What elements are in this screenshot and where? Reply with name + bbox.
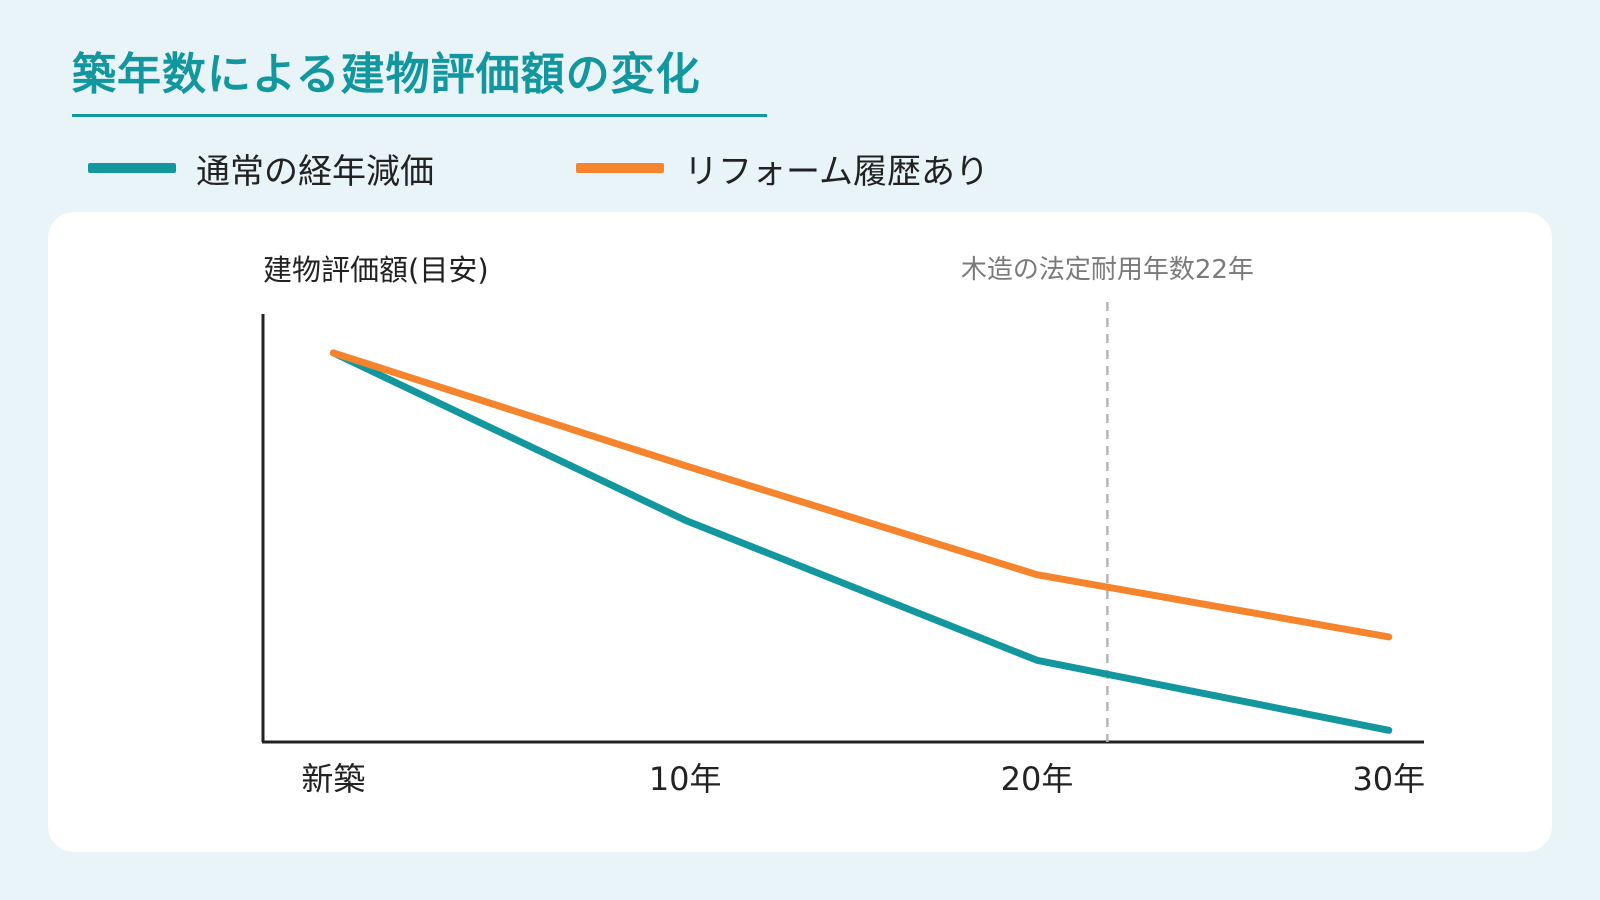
series-line-reform <box>329 349 1393 641</box>
y-axis-label: 建物評価額(目安) <box>263 253 489 287</box>
x-tick-label: 20年 <box>1001 760 1074 798</box>
legend-label-reform: リフォーム履歴あり <box>684 151 989 192</box>
page-title: 築年数による建物評価額の変化 <box>72 49 701 100</box>
legal-lifespan-label: 木造の法定耐用年数22年 <box>961 255 1254 285</box>
x-tick-label: 新築 <box>301 760 365 798</box>
chart-card: 建物評価額(目安) 木造の法定耐用年数22年 新築 10年 20年 30年 <box>48 212 1552 852</box>
legend-swatch-reform <box>576 163 664 173</box>
legend-item-normal: 通常の経年減価 <box>88 142 434 194</box>
legend: 通常の経年減価 リフォーム履歴あり <box>0 142 1600 194</box>
line-chart: 建物評価額(目安) 木造の法定耐用年数22年 新築 10年 20年 30年 <box>261 253 1425 798</box>
series-line-normal <box>329 349 1393 734</box>
legend-swatch-normal <box>88 163 176 173</box>
title-underline <box>72 114 767 117</box>
legend-label-normal: 通常の経年減価 <box>196 151 434 192</box>
series-lines <box>329 349 1393 734</box>
x-tick-label: 10年 <box>649 760 722 798</box>
x-tick-label: 30年 <box>1352 760 1425 798</box>
legend-item-reform: リフォーム履歴あり <box>576 142 989 194</box>
x-tick-labels: 新築 10年 20年 30年 <box>301 760 1425 798</box>
